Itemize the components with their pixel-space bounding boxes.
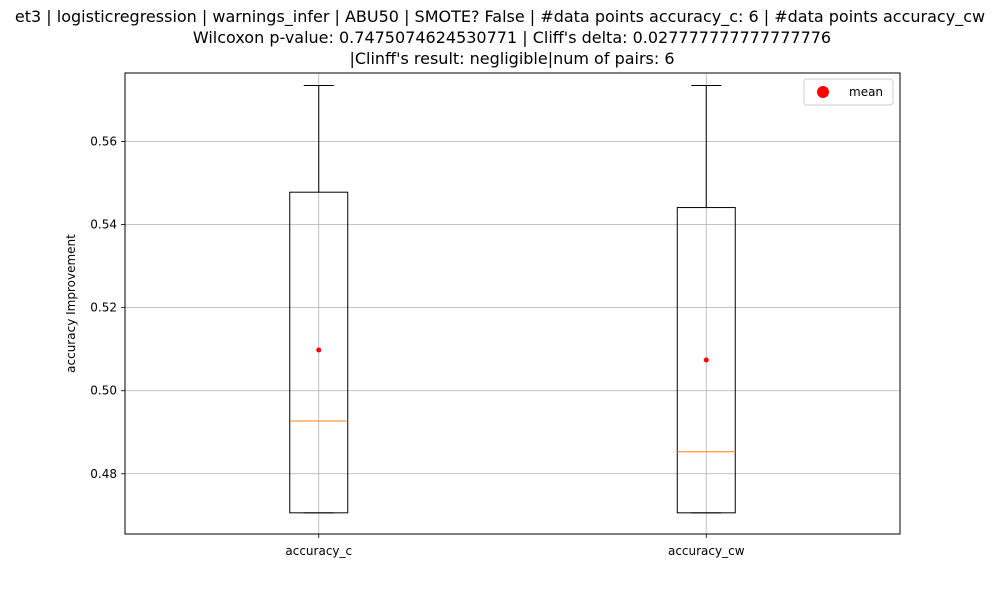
box-plot-accuracy_c: [289, 84, 349, 514]
grid-lines: [125, 73, 900, 534]
y-tick-label: 0.48: [90, 467, 117, 481]
y-tick-label: 0.52: [90, 301, 117, 315]
title-line-1: et3 | logisticregression | warnings_infe…: [15, 7, 985, 27]
title-line-3: |Clinff's result: negligible|num of pair…: [349, 49, 674, 68]
y-tick-label: 0.56: [90, 135, 117, 149]
y-tick-label: 0.50: [90, 384, 117, 398]
chart-title: et3 | logisticregression | warnings_infe…: [15, 7, 985, 68]
x-axis: accuracy_c accuracy_cw: [285, 534, 745, 558]
box-plot-accuracy_cw: [676, 84, 736, 514]
legend-mean-marker: [817, 86, 829, 98]
mean-marker: [703, 357, 709, 363]
legend-mean-label: mean: [849, 85, 883, 99]
title-line-2: Wilcoxon p-value: 0.7475074624530771 | C…: [193, 28, 831, 47]
y-axis: 0.48 0.50 0.52 0.54 0.56: [90, 135, 125, 481]
box-plots: [289, 84, 736, 514]
iqr-box: [289, 191, 349, 514]
x-tick-label: accuracy_cw: [668, 544, 745, 558]
mean-marker: [316, 347, 322, 353]
legend-frame: [803, 78, 894, 106]
iqr-box: [676, 207, 736, 514]
y-tick-label: 0.54: [90, 218, 117, 232]
legend: mean: [803, 78, 894, 106]
x-tick-label: accuracy_c: [285, 544, 352, 558]
plot-area-frame: [124, 72, 901, 535]
y-axis-label: accuracy Improvement: [64, 234, 78, 373]
